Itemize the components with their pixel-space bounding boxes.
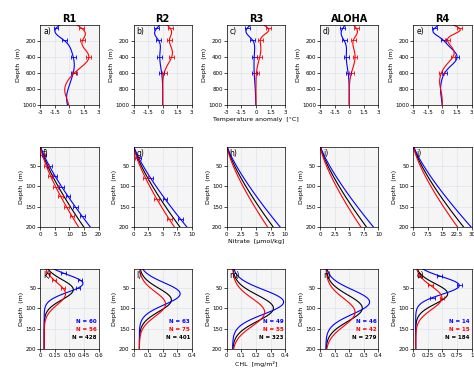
Y-axis label: Depth  (m): Depth (m) — [392, 292, 397, 326]
Title: R1: R1 — [62, 14, 77, 24]
Text: N = 428: N = 428 — [73, 335, 97, 340]
Text: k): k) — [43, 271, 51, 281]
Text: n): n) — [323, 271, 331, 281]
Y-axis label: Depth  (m): Depth (m) — [202, 48, 207, 82]
Text: N = 75: N = 75 — [169, 327, 190, 332]
Y-axis label: Depth  (m): Depth (m) — [392, 170, 397, 204]
Text: N = 46: N = 46 — [356, 319, 377, 324]
Y-axis label: Depth  (m): Depth (m) — [112, 170, 118, 204]
Text: l): l) — [137, 271, 142, 281]
Text: g): g) — [137, 149, 145, 159]
Text: N = 49: N = 49 — [263, 319, 283, 324]
Text: o): o) — [416, 271, 424, 281]
Text: m): m) — [230, 271, 240, 281]
Y-axis label: Depth  (m): Depth (m) — [299, 292, 304, 326]
Text: N = 15: N = 15 — [449, 327, 470, 332]
X-axis label: Temperature anomaly  [°C]: Temperature anomaly [°C] — [213, 117, 299, 122]
Y-axis label: Depth  (m): Depth (m) — [112, 292, 118, 326]
Y-axis label: Depth  (m): Depth (m) — [389, 48, 394, 82]
Y-axis label: Depth  (m): Depth (m) — [295, 48, 301, 82]
Text: N = 14: N = 14 — [449, 319, 470, 324]
Text: N = 184: N = 184 — [446, 335, 470, 340]
Title: R2: R2 — [155, 14, 170, 24]
Text: N = 56: N = 56 — [76, 327, 97, 332]
X-axis label: CHL  [mg/m²]: CHL [mg/m²] — [235, 361, 277, 367]
Y-axis label: Depth  (m): Depth (m) — [19, 292, 24, 326]
Text: N = 401: N = 401 — [166, 335, 190, 340]
X-axis label: Nitrate  [μmol/kg]: Nitrate [μmol/kg] — [228, 239, 284, 244]
Title: R3: R3 — [249, 14, 263, 24]
Text: f): f) — [43, 149, 49, 159]
Y-axis label: Depth  (m): Depth (m) — [299, 170, 304, 204]
Text: N = 42: N = 42 — [356, 327, 377, 332]
Text: N = 279: N = 279 — [352, 335, 377, 340]
Text: c): c) — [230, 27, 237, 37]
Text: N = 60: N = 60 — [76, 319, 97, 324]
Title: ALOHA: ALOHA — [330, 14, 368, 24]
Text: i): i) — [323, 149, 328, 159]
Text: j): j) — [416, 149, 421, 159]
Text: N = 63: N = 63 — [169, 319, 190, 324]
Y-axis label: Depth  (m): Depth (m) — [19, 170, 24, 204]
Y-axis label: Depth  (m): Depth (m) — [109, 48, 114, 82]
Text: d): d) — [323, 27, 331, 37]
Title: R4: R4 — [435, 14, 450, 24]
Text: b): b) — [137, 27, 145, 37]
Text: h): h) — [230, 149, 237, 159]
Text: a): a) — [43, 27, 51, 37]
Text: N = 323: N = 323 — [259, 335, 283, 340]
Text: e): e) — [416, 27, 424, 37]
Y-axis label: Depth  (m): Depth (m) — [206, 170, 211, 204]
Y-axis label: Depth  (m): Depth (m) — [16, 48, 21, 82]
Text: N = 55: N = 55 — [263, 327, 283, 332]
Y-axis label: Depth  (m): Depth (m) — [206, 292, 211, 326]
